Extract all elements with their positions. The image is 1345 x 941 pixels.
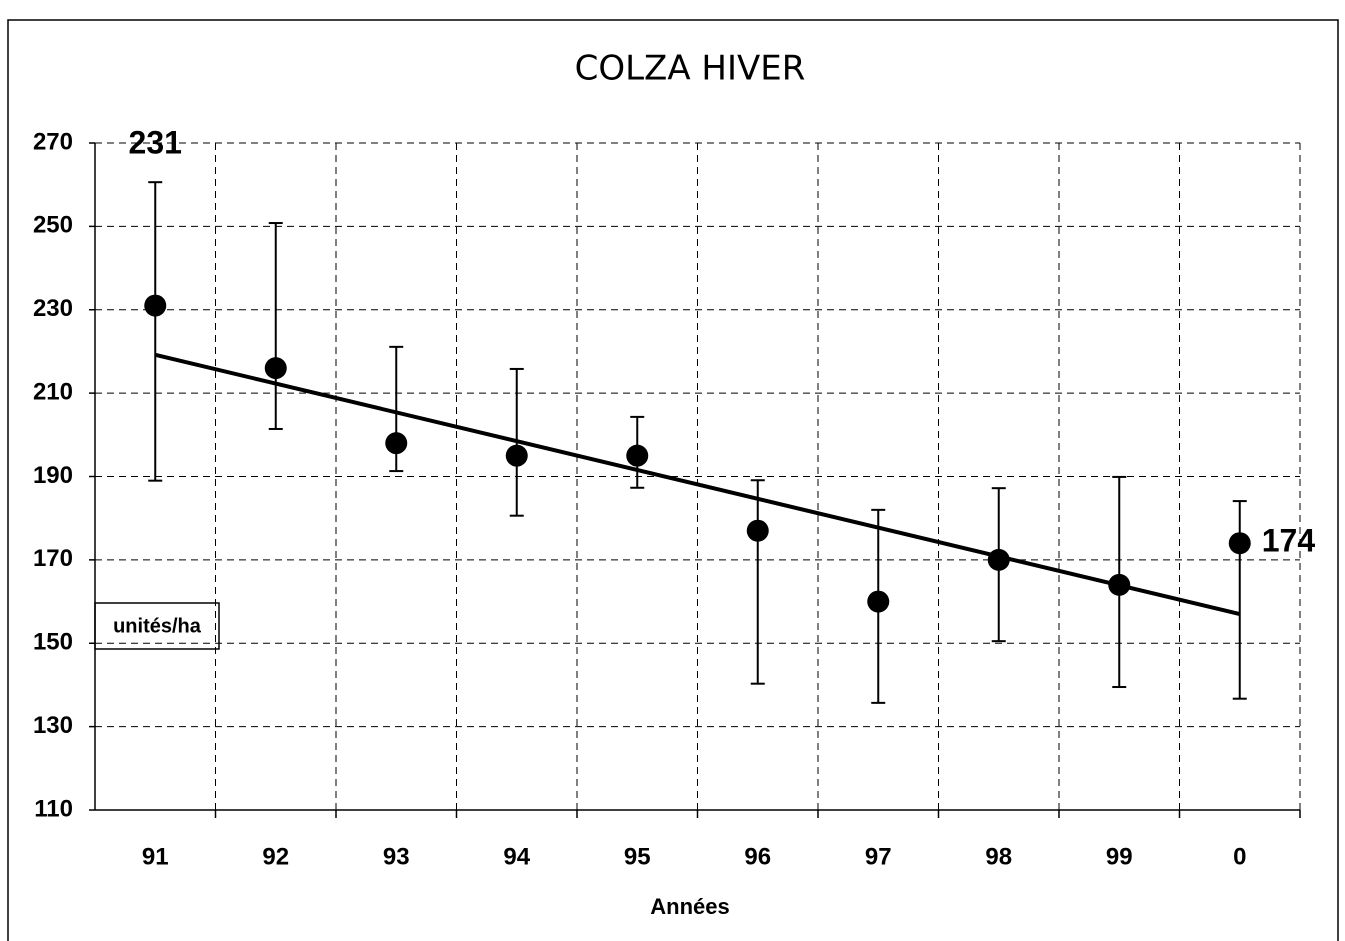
data-label: 231 xyxy=(129,124,182,160)
data-point xyxy=(264,357,287,380)
x-tick-label: 95 xyxy=(624,843,651,870)
y-tick-label: 210 xyxy=(33,378,73,405)
chart-title: COLZA HIVER xyxy=(575,49,806,89)
x-tick-label: 94 xyxy=(503,843,530,870)
x-tick-label: 92 xyxy=(262,843,289,870)
data-point xyxy=(626,444,649,467)
data-point xyxy=(987,548,1010,571)
x-tick-label: 98 xyxy=(985,843,1012,870)
data-point xyxy=(505,444,528,467)
data-point xyxy=(867,590,890,613)
y-tick-label: 170 xyxy=(33,545,73,572)
y-tick-label: 270 xyxy=(33,128,73,155)
y-tick-label: 150 xyxy=(33,629,73,656)
y-tick-label: 110 xyxy=(34,795,73,822)
x-tick-label: 0 xyxy=(1233,843,1246,870)
data-point xyxy=(144,294,167,317)
y-label-box xyxy=(94,602,220,650)
data-point xyxy=(1228,532,1251,555)
data-point xyxy=(746,519,769,542)
trend-line xyxy=(154,352,1241,617)
y-axis-label: unités/ha xyxy=(113,615,202,637)
data-label: 174 xyxy=(1262,523,1316,559)
x-tick-label: 91 xyxy=(142,843,169,870)
x-tick-label: 99 xyxy=(1106,843,1133,870)
data-point xyxy=(385,432,408,455)
y-tick-label: 190 xyxy=(33,462,73,489)
y-tick-label: 230 xyxy=(33,295,73,322)
y-tick-label: 250 xyxy=(33,212,73,239)
x-tick-label: 96 xyxy=(744,843,771,870)
x-tick-label: 97 xyxy=(865,843,892,870)
x-axis-label: Années xyxy=(650,894,729,919)
x-tick-label: 93 xyxy=(383,843,410,870)
y-tick-label: 130 xyxy=(33,712,73,739)
data-point xyxy=(1108,573,1131,596)
